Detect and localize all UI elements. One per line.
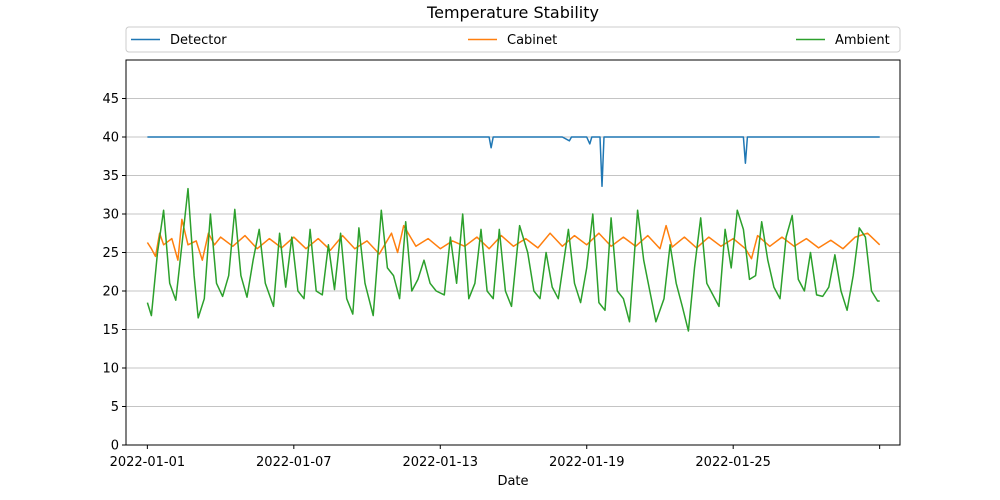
- x-tick-label: 2022-01-13: [402, 455, 478, 470]
- x-tick-label: 2022-01-01: [110, 455, 186, 470]
- x-axis-title: Date: [497, 474, 528, 489]
- series-line-detector: [147, 136, 880, 188]
- y-tick-label: 35: [102, 169, 119, 184]
- y-tick-label: 30: [102, 208, 119, 223]
- y-tick-label: 0: [111, 439, 119, 454]
- y-tick-label: 45: [102, 92, 119, 107]
- series-lines: [146, 136, 881, 332]
- y-tick-label: 40: [102, 131, 119, 146]
- axes: 0 5 10 15 20 25 30 35 40 45 2022-01-01 2022-01-07 20…: [102, 92, 881, 470]
- y-tick-label: 20: [102, 285, 119, 300]
- y-tick-label: 25: [102, 246, 119, 261]
- legend-label-detector: Detector: [170, 33, 227, 48]
- x-tick-label: 2022-01-25: [695, 455, 771, 470]
- legend-label-cabinet: Cabinet: [507, 33, 557, 48]
- legend: Detector Cabinet Ambient: [125, 26, 901, 53]
- legend-frame: [125, 26, 901, 53]
- series-line-ambient: [146, 187, 880, 332]
- y-tick-label: 15: [102, 323, 119, 338]
- x-tick-label: 2022-01-19: [549, 455, 625, 470]
- x-tick-label: 2022-01-07: [256, 455, 332, 470]
- y-tick-label: 5: [111, 400, 119, 415]
- chart-title: Temperature Stability: [426, 3, 599, 22]
- legend-label-ambient: Ambient: [835, 33, 890, 48]
- y-tick-label: 10: [102, 362, 119, 377]
